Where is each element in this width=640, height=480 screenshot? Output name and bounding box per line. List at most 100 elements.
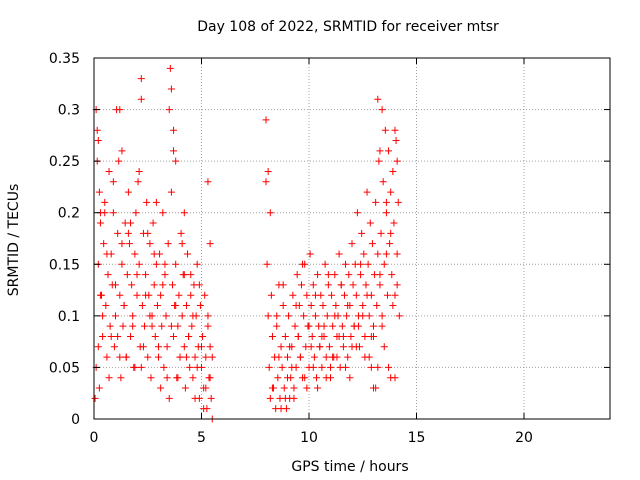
data-point — [99, 312, 107, 320]
data-point — [286, 343, 294, 351]
data-point — [335, 332, 343, 340]
data-point — [380, 260, 388, 268]
data-point — [314, 271, 322, 279]
data-point — [124, 229, 132, 237]
data-point — [372, 198, 380, 206]
data-point — [162, 312, 170, 320]
data-point — [153, 302, 161, 310]
data-point — [144, 229, 152, 237]
data-point — [170, 147, 178, 155]
data-point — [280, 384, 288, 392]
data-point — [387, 374, 395, 382]
data-point — [124, 188, 132, 196]
data-point — [385, 147, 393, 155]
data-point — [199, 332, 207, 340]
data-point — [376, 281, 384, 289]
data-point — [387, 229, 395, 237]
data-point — [323, 312, 331, 320]
data-point — [389, 167, 397, 175]
data-point — [101, 198, 109, 206]
data-point — [174, 322, 182, 330]
data-point — [180, 271, 188, 279]
data-point — [96, 291, 104, 299]
data-point — [188, 322, 196, 330]
data-point — [133, 271, 141, 279]
data-point — [91, 394, 99, 402]
data-point — [150, 281, 158, 289]
data-point — [379, 178, 387, 186]
data-point — [268, 384, 276, 392]
x-tick-label: 20 — [515, 430, 533, 446]
data-point — [155, 343, 162, 351]
data-points — [91, 64, 403, 423]
data-point — [322, 374, 330, 382]
data-point — [289, 291, 297, 299]
data-point — [291, 322, 299, 330]
data-point — [383, 291, 391, 299]
data-point — [159, 281, 167, 289]
data-point — [138, 302, 146, 310]
data-point — [170, 332, 178, 340]
data-point — [174, 374, 182, 382]
data-point — [178, 312, 186, 320]
data-point — [318, 363, 326, 371]
data-point — [131, 250, 139, 258]
data-point — [206, 240, 214, 248]
data-point — [134, 178, 142, 186]
data-point — [204, 178, 212, 186]
data-point — [196, 302, 204, 310]
data-point — [376, 147, 384, 155]
data-point — [373, 302, 381, 310]
data-point — [180, 343, 188, 351]
data-point — [187, 271, 195, 279]
data-point — [96, 219, 104, 227]
data-point — [180, 209, 188, 217]
data-point — [275, 353, 283, 361]
data-point — [152, 198, 160, 206]
data-point — [368, 240, 376, 248]
data-point — [135, 260, 143, 268]
data-point — [117, 374, 125, 382]
data-point — [208, 353, 216, 361]
data-point — [313, 374, 321, 382]
x-tick-label: 0 — [90, 430, 99, 446]
data-point — [274, 374, 282, 382]
data-point — [363, 188, 371, 196]
data-point — [391, 291, 399, 299]
data-point — [281, 332, 289, 340]
data-point — [349, 281, 357, 289]
data-point — [191, 394, 199, 402]
data-point — [382, 198, 390, 206]
data-point — [374, 363, 382, 371]
data-point — [346, 374, 354, 382]
data-point — [285, 312, 293, 320]
data-point — [127, 219, 135, 227]
data-point — [345, 271, 353, 279]
data-point — [290, 394, 298, 402]
data-point — [359, 302, 367, 310]
data-point — [167, 85, 175, 93]
data-point — [393, 157, 401, 165]
data-point — [363, 291, 371, 299]
data-point — [133, 291, 141, 299]
data-point — [377, 229, 385, 237]
data-point — [374, 95, 382, 103]
data-point — [344, 353, 352, 361]
data-point — [342, 260, 350, 268]
data-point — [158, 322, 166, 330]
data-point — [172, 260, 180, 268]
data-point — [331, 271, 339, 279]
data-point — [93, 126, 101, 134]
data-point — [107, 332, 115, 340]
data-point — [360, 250, 368, 258]
data-point — [262, 116, 270, 124]
data-point — [185, 332, 193, 340]
data-point — [357, 260, 365, 268]
data-point — [359, 312, 367, 320]
data-point — [116, 291, 124, 299]
data-point — [157, 291, 165, 299]
data-point — [389, 302, 397, 310]
data-point — [95, 384, 103, 392]
data-point — [297, 281, 305, 289]
y-tick-label: 0.15 — [49, 257, 80, 273]
